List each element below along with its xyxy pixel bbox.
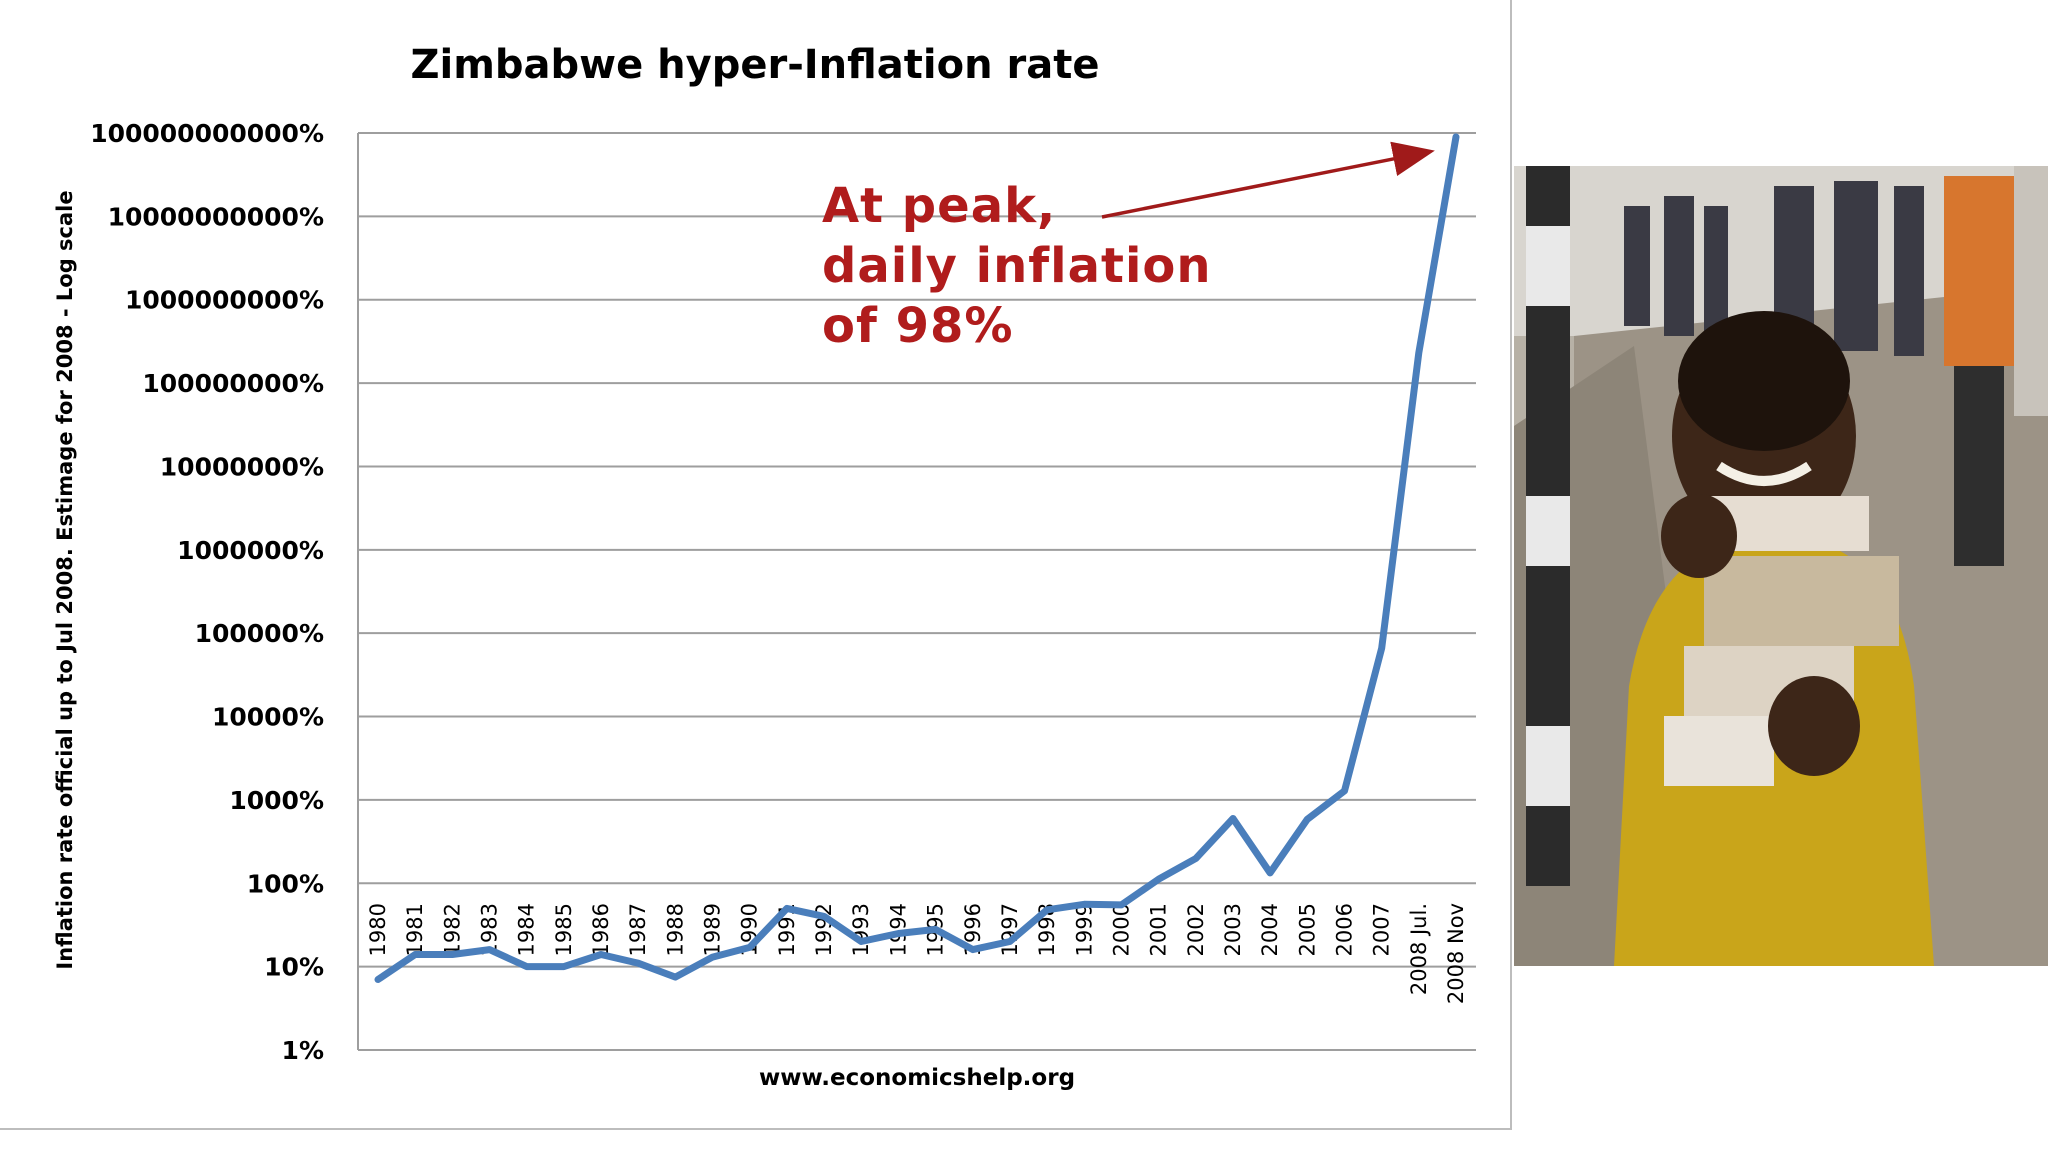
x-tick-label: 2000 <box>1109 903 1133 956</box>
x-tick-label: 1989 <box>701 903 725 956</box>
x-tick-label: 2008 Jul. <box>1407 903 1431 995</box>
x-tick-label: 1980 <box>366 903 390 956</box>
x-tick-label: 1986 <box>589 903 613 956</box>
y-tick-labels: 100000000000% 10000000000% 1000000000% 1000… <box>90 119 324 1065</box>
x-tick-label: 2001 <box>1147 903 1171 956</box>
x-tick-label: 2003 <box>1221 903 1245 956</box>
y-tick-label: 1000000000% <box>125 286 324 315</box>
y-tick-label: 10000000000% <box>108 202 324 231</box>
source-credit: www.economicshelp.org <box>759 1065 1075 1091</box>
inflation-series-line <box>374 133 1460 983</box>
chart-title: Zimbabwe hyper-Inflation rate <box>411 42 1100 88</box>
x-tick-label: 2007 <box>1370 903 1394 956</box>
x-tick-label: 2005 <box>1295 903 1319 956</box>
x-tick-label: 2002 <box>1184 903 1208 956</box>
x-tick-label: 1982 <box>440 903 464 956</box>
annotation-line-3: of 98% <box>822 298 1013 354</box>
photo-illustration <box>1514 166 2048 966</box>
x-tick-label: 1987 <box>626 903 650 956</box>
x-tick-label: 2006 <box>1332 903 1356 956</box>
x-tick-label: 1985 <box>552 903 576 956</box>
annotation-arrow <box>1101 141 1435 219</box>
x-tick-label: 1997 <box>998 903 1022 956</box>
y-tick-label: 1% <box>282 1036 324 1065</box>
y-tick-label: 100000000000% <box>90 119 324 148</box>
x-tick-label: 1984 <box>515 903 539 956</box>
y-tick-label: 1000000% <box>177 536 324 565</box>
x-tick-label: 2008 Nov <box>1444 903 1468 1004</box>
annotation-line-1: At peak, <box>822 178 1056 234</box>
y-tick-label: 100000000% <box>142 369 324 398</box>
x-tick-label: 1999 <box>1072 903 1096 956</box>
x-tick-label: 1993 <box>849 903 873 956</box>
chart-svg: Zimbabwe hyper-Inflation rate 1000000000… <box>53 42 1476 1091</box>
y-tick-label: 100000% <box>195 619 324 648</box>
peak-annotation: At peak, daily inflation of 98% <box>822 141 1435 354</box>
y-tick-label: 1000% <box>229 786 324 815</box>
x-tick-label: 2004 <box>1258 903 1282 956</box>
x-tick-label: 1988 <box>663 903 687 956</box>
y-tick-label: 10000% <box>212 703 324 732</box>
x-tick-label: 1981 <box>403 903 427 956</box>
y-tick-label: 10% <box>264 953 324 982</box>
x-tick-labels: 1980 1981 1982 1983 1984 1985 1986 1987 1988 1989… <box>366 903 1468 1004</box>
photo-boy-with-banknotes <box>1514 166 2048 966</box>
y-tick-label: 10000000% <box>160 452 324 481</box>
annotation-line-2: daily inflation <box>822 238 1212 294</box>
chart-panel: Zimbabwe hyper-Inflation rate 1000000000… <box>0 0 1512 1130</box>
y-tick-label: 100% <box>247 869 324 898</box>
series-layer <box>374 133 1460 983</box>
y-axis-label: Inflation rate official up to Jul 2008. … <box>53 190 77 969</box>
